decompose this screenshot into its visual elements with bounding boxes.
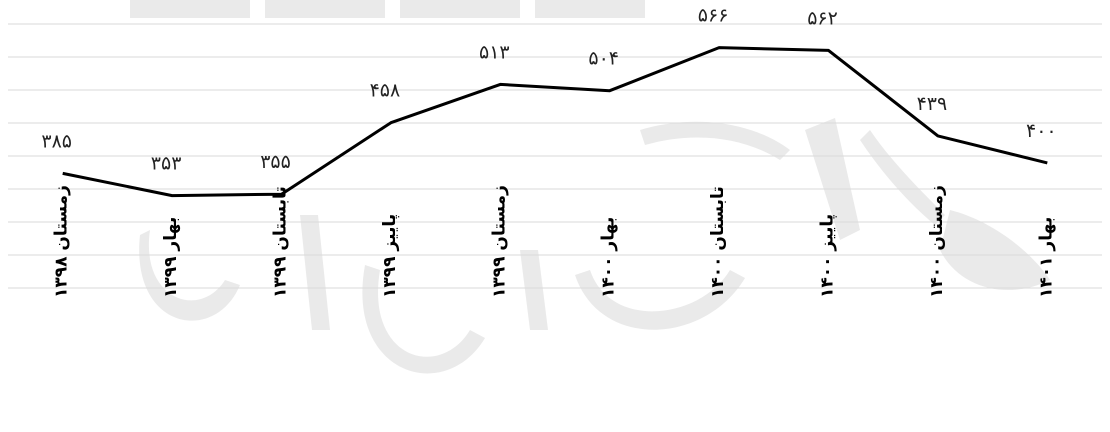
x-tick-label: بهار ۱۳۹۹ (161, 217, 181, 298)
watermark-logo (130, 0, 1050, 374)
x-tick-label: تابستان ۱۳۹۹ (271, 186, 291, 298)
data-label: ۵۶۶ (698, 5, 729, 27)
x-tick-label: زمستان ۱۳۹۹ (489, 185, 509, 298)
data-label: ۳۸۵ (41, 130, 72, 152)
x-tick-label: بهار ۱۴۰۰ (599, 217, 619, 298)
data-label: ۴۰۰ (1026, 120, 1057, 142)
x-axis-tick-labels: زمستان ۱۳۹۸ بهار ۱۳۹۹ تابستان ۱۳۹۹ پاییز ۱۳… (52, 185, 1057, 298)
data-label: ۳۵۳ (151, 153, 182, 175)
data-labels: ۳۸۵ ۳۵۳ ۳۵۵ ۴۵۸ ۵۱۳ ۵۰۴ ۵۶۶ ۵۶۲ ۴۳۹ ۴۰۰ (41, 5, 1056, 175)
data-label: ۳۵۵ (260, 151, 291, 173)
data-label: ۴۳۹ (917, 93, 948, 115)
x-tick-label: زمستان ۱۳۹۸ (52, 185, 72, 298)
data-label: ۵۶۲ (807, 7, 838, 29)
x-tick-label: تابستان ۱۴۰۰ (708, 186, 728, 298)
data-label: ۴۵۸ (370, 80, 401, 102)
x-tick-label: پاییز ۱۳۹۹ (380, 214, 400, 298)
series-line (62, 46, 1048, 198)
data-label: ۵۱۳ (479, 41, 510, 63)
x-tick-label: پاییز ۱۴۰۰ (818, 214, 838, 298)
x-tick-label: بهار ۱۴۰۱ (1036, 217, 1056, 298)
data-label: ۵۰۴ (588, 48, 619, 70)
x-tick-label: زمستان ۱۴۰۰ (927, 185, 947, 298)
